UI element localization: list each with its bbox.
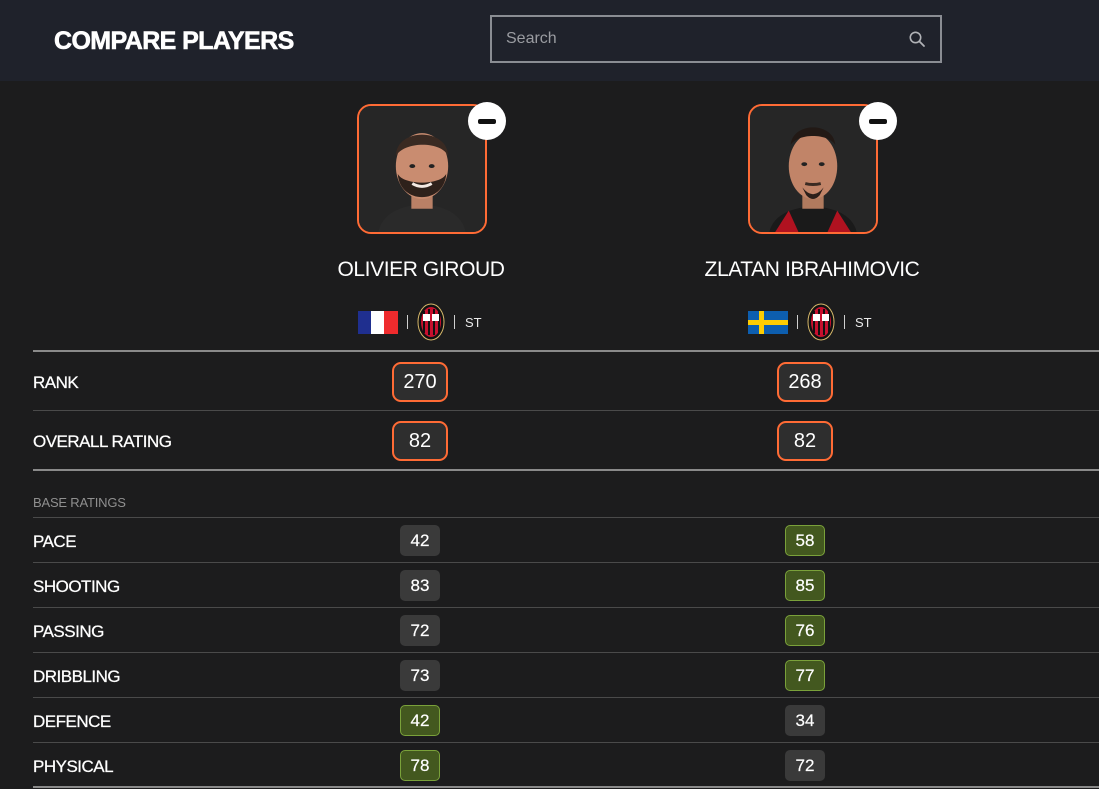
shooting-value: 85 [785,570,825,601]
divider [797,315,798,329]
dribbling-label: DRIBBLING [33,667,121,686]
divider [33,697,1099,698]
overall-rating-value: 82 [777,421,833,461]
search-box[interactable] [490,15,942,63]
minus-icon [478,118,496,124]
position-label: ST [855,314,872,330]
minus-icon [869,118,887,124]
divider [33,742,1099,743]
passing-value: 76 [785,615,825,646]
player-portrait-icon [359,106,485,232]
divider [33,607,1099,608]
dribbling-value: 73 [400,660,440,691]
pace-label: PACE [33,532,77,551]
pace-value: 42 [400,525,440,556]
search-icon[interactable] [908,30,926,48]
ac-milan-badge-icon [807,303,835,341]
player-meta: ST [748,302,872,342]
player-name: OLIVIER GIROUD [337,258,505,281]
pace-value: 58 [785,525,825,556]
divider [33,786,1099,788]
physical-value: 78 [400,750,440,781]
player-meta: ST [358,302,482,342]
rank-label: RANK [33,373,79,392]
page-title: COMPARE PLAYERS [54,27,295,56]
divider [33,562,1099,563]
remove-player-button[interactable] [859,102,897,140]
defence-label: DEFENCE [33,712,111,731]
player-name: ZLATAN IBRAHIMOVIC [704,258,920,281]
physical-value: 72 [785,750,825,781]
shooting-value: 83 [400,570,440,601]
base-ratings-heading: BASE RATINGS [33,495,126,510]
divider [844,315,845,329]
shooting-label: SHOOTING [33,577,120,596]
france-flag-icon [358,310,398,334]
physical-label: PHYSICAL [33,757,114,776]
ac-milan-badge-icon [417,303,445,341]
overall-rating-label: OVERALL RATING [33,432,172,451]
rank-value: 268 [777,362,833,402]
player-photo[interactable] [748,104,878,234]
divider [33,652,1099,653]
rank-value: 270 [392,362,448,402]
divider [33,517,1099,518]
dribbling-value: 77 [785,660,825,691]
search-input[interactable] [506,17,896,61]
top-bar: COMPARE PLAYERS [0,0,1099,81]
passing-label: PASSING [33,622,105,641]
defence-value: 34 [785,705,825,736]
player-photo[interactable] [357,104,487,234]
position-label: ST [465,314,482,330]
divider [33,350,1099,352]
passing-value: 72 [400,615,440,646]
divider [33,410,1099,411]
overall-rating-value: 82 [392,421,448,461]
player-portrait-icon [750,106,876,232]
remove-player-button[interactable] [468,102,506,140]
defence-value: 42 [400,705,440,736]
divider [454,315,455,329]
divider [33,469,1099,471]
divider [407,315,408,329]
sweden-flag-icon [748,310,788,334]
